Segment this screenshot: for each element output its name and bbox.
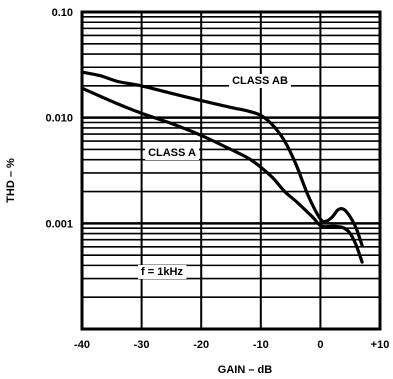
x-tick-label: -20	[193, 339, 209, 351]
chart-ticks: -40 -30 -20 -10 0 +10 0.10 0.010 0.001	[45, 7, 389, 351]
x-tick-label: 0	[317, 339, 323, 351]
frequency-annotation: f = 1kHz	[138, 265, 187, 279]
y-tick-label: 0.10	[52, 7, 73, 19]
x-tick-label: -40	[74, 339, 90, 351]
x-tick-label: +10	[371, 339, 390, 351]
x-tick-label: -30	[134, 339, 150, 351]
class-a-annotation: CLASS A	[145, 146, 199, 160]
y-axis-label: THD – %	[5, 158, 17, 203]
y-tick-label: 0.001	[45, 218, 73, 230]
series-class-a-line	[80, 86, 364, 264]
chart-grid	[82, 12, 380, 329]
class-ab-annotation: CLASS AB	[229, 74, 291, 88]
x-tick-label: -10	[253, 339, 269, 351]
frequency-label: f = 1kHz	[141, 266, 183, 278]
class-ab-label: CLASS AB	[232, 75, 288, 87]
chart-series	[80, 70, 364, 264]
series-class-ab-line	[80, 70, 364, 247]
class-a-label: CLASS A	[148, 147, 196, 159]
plot-frame	[80, 10, 382, 331]
x-axis-label: GAIN – dB	[218, 364, 272, 376]
y-tick-label: 0.010	[45, 113, 73, 125]
